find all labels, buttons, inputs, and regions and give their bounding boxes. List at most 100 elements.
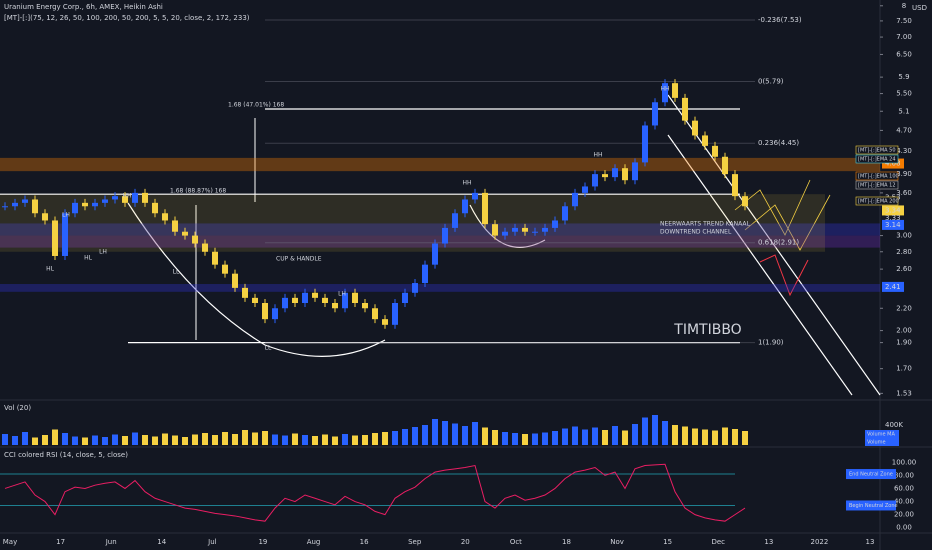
volume-bar <box>602 430 608 445</box>
volume-bar <box>632 424 638 445</box>
price-label: 3.14 <box>885 221 901 229</box>
candle <box>52 220 58 256</box>
volume-bar <box>582 429 588 445</box>
x-tick-label: 18 <box>562 538 571 546</box>
price-label-box <box>882 158 904 169</box>
projection <box>759 254 809 297</box>
volume-bar <box>432 419 438 445</box>
candle <box>632 162 638 181</box>
volume-bar <box>92 435 98 445</box>
candle <box>22 199 28 203</box>
price-label: 3.33 <box>885 214 901 222</box>
y-tick-label: 2.00 <box>896 327 912 335</box>
candle <box>512 227 518 232</box>
y-tick-label: 20.00 <box>894 511 914 519</box>
volume-bar <box>222 432 228 445</box>
y-tick-label: 4.70 <box>896 126 912 134</box>
y-tick-label: 5.50 <box>896 90 912 98</box>
candle <box>702 135 708 146</box>
legend-entry: Volume <box>867 440 886 446</box>
annotation: HH <box>122 193 131 200</box>
legend-box <box>855 145 899 155</box>
volume-bar <box>492 430 498 445</box>
y-tick-label: 400K <box>885 421 903 429</box>
volume-bar <box>612 426 618 445</box>
annotation: LL <box>173 269 180 276</box>
volume-bar <box>102 437 108 445</box>
y-tick-label: 3.60 <box>896 189 912 197</box>
candle <box>522 227 528 232</box>
legend-box <box>865 430 899 438</box>
legend-box <box>855 196 899 206</box>
candle <box>742 196 748 207</box>
y-tick-label: 2.80 <box>896 248 912 256</box>
y-tick-label: 8 <box>902 2 906 10</box>
zone-label: Begin Neutral Zone <box>849 503 898 509</box>
candle <box>82 202 88 207</box>
candle <box>362 302 368 309</box>
chart-title: Uranium Energy Corp., 6h, AMEX, Heikin A… <box>4 3 163 11</box>
annotation: LH <box>62 212 70 219</box>
candle <box>372 308 378 320</box>
y-tick-label: 60.00 <box>894 484 914 492</box>
range-box <box>0 194 825 252</box>
candle <box>152 202 158 214</box>
fib-label: 0.236(4.45) <box>758 139 799 147</box>
currency: USD <box>912 4 927 12</box>
volume-bar <box>72 436 78 445</box>
zone <box>0 235 880 248</box>
y-tick-label: 1.53 <box>896 389 912 397</box>
volume-bar <box>682 426 688 445</box>
volume-bar <box>522 434 528 445</box>
handle-curve <box>469 204 546 248</box>
volume-bar <box>422 425 428 445</box>
legend-box <box>855 180 899 190</box>
price-label: 4.08 <box>885 160 901 168</box>
volume-bar <box>242 430 248 445</box>
candle <box>172 220 178 232</box>
candle <box>12 202 18 207</box>
zone-label: End Neutral Zone <box>849 472 893 478</box>
volume-bar <box>252 432 258 445</box>
y-tick-label: 5.1 <box>898 107 909 115</box>
candle <box>412 283 418 293</box>
volume-bar <box>2 434 8 445</box>
candle <box>162 213 168 221</box>
candle <box>342 292 348 309</box>
volume-bar <box>562 428 568 445</box>
fib-label: 0(5.79) <box>758 78 784 86</box>
legend-box <box>855 171 899 181</box>
volume-bar <box>232 434 238 445</box>
volume-bar <box>372 433 378 445</box>
candle <box>142 192 148 203</box>
candle <box>472 192 478 200</box>
candle <box>452 213 458 228</box>
volume-bar <box>122 436 128 445</box>
fib-label: -0.236(7.53) <box>758 16 802 24</box>
candle <box>502 231 508 236</box>
zone-label-box <box>846 500 896 511</box>
volume-bar <box>52 429 58 445</box>
candle <box>2 206 8 208</box>
annotation: HH <box>660 86 669 93</box>
annotation: 1.68 (47.01%) 168 <box>228 102 284 109</box>
candle <box>622 168 628 181</box>
candle <box>252 297 258 303</box>
candle <box>92 202 98 207</box>
volume-bar <box>462 426 468 445</box>
annotation: HL <box>84 255 93 262</box>
y-tick-label: 1.90 <box>896 339 912 347</box>
legend-entry: [MT]-[:]EMA 24 <box>858 157 896 163</box>
candle <box>302 292 308 303</box>
candle <box>292 297 298 303</box>
candle <box>222 264 228 274</box>
volume-bar <box>12 436 18 445</box>
annotation: HH <box>593 152 602 159</box>
projection <box>744 194 831 251</box>
candle <box>212 251 218 265</box>
volume-bar <box>282 435 288 445</box>
candle <box>42 213 48 221</box>
volume-bar <box>712 430 718 445</box>
volume-bar <box>652 415 658 445</box>
